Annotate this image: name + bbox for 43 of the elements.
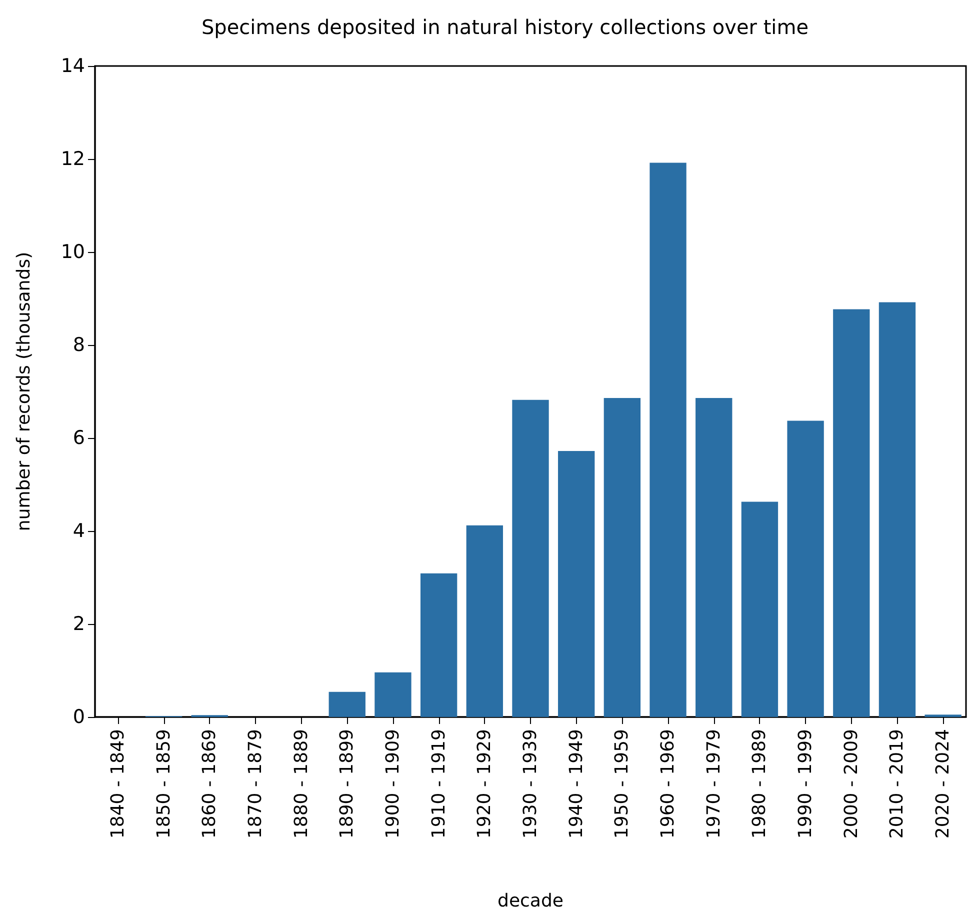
bar [787, 420, 824, 717]
bar [696, 398, 732, 717]
x-tick-label: 1950 - 1959 [612, 729, 633, 839]
x-tick-label: 1900 - 1909 [382, 729, 404, 839]
y-tick-label: 4 [72, 520, 85, 542]
y-axis-title: number of records (thousands) [14, 252, 34, 532]
bar [558, 451, 595, 717]
x-tick-label: 1940 - 1949 [566, 729, 587, 839]
y-tick-label: 6 [72, 427, 85, 449]
bar [741, 502, 778, 717]
bar [512, 400, 549, 717]
y-tick-label: 10 [60, 241, 85, 263]
y-tick-label: 8 [72, 334, 85, 356]
x-tick-label: 1920 - 1929 [474, 729, 496, 839]
y-tick-label: 14 [60, 55, 85, 77]
x-tick-label: 1870 - 1879 [244, 729, 266, 839]
x-axis-title: decade [498, 890, 564, 912]
bar [878, 302, 916, 717]
x-tick-label: 1980 - 1989 [749, 729, 770, 839]
x-tick-label: 1840 - 1849 [107, 729, 128, 839]
x-tick-label: 1960 - 1969 [658, 729, 679, 839]
x-tick-label: 1850 - 1859 [153, 729, 174, 839]
x-tick-label: 1930 - 1939 [520, 729, 541, 839]
x-tick-label: 1910 - 1919 [428, 729, 450, 839]
y-tick-label: 0 [72, 706, 85, 728]
x-tick-label: 2020 - 2024 [932, 729, 954, 839]
bar [328, 692, 366, 717]
x-tick-label: 1990 - 1999 [795, 729, 816, 839]
y-tick-label: 2 [72, 613, 85, 635]
y-tick-label: 12 [60, 148, 85, 170]
x-tick-label: 2000 - 2009 [840, 729, 862, 839]
x-tick-label: 1970 - 1979 [703, 729, 724, 839]
bar [650, 162, 686, 717]
x-tick-label: 1860 - 1869 [199, 729, 220, 839]
bar [604, 398, 641, 717]
bar [833, 309, 870, 717]
x-tick-label: 1880 - 1889 [290, 729, 312, 839]
bar [466, 525, 503, 717]
x-tick-label: 1890 - 1899 [336, 729, 358, 839]
bar [374, 672, 412, 717]
x-tick-label: 2010 - 2019 [886, 729, 908, 839]
chart-title: Specimens deposited in natural history collections over time [201, 15, 809, 39]
bar [420, 573, 458, 717]
